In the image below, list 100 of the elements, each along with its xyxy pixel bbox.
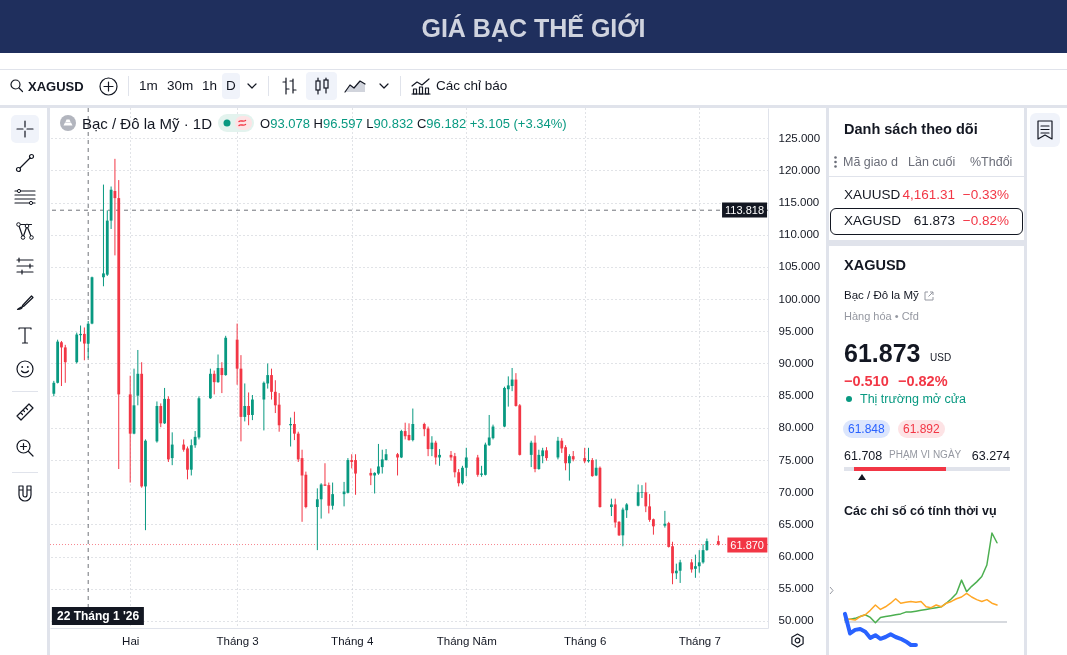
text: XAGUSD [28,78,84,94]
candlestick [319,482,323,520]
text: −0.82% [898,372,948,389]
text: 61.708 [844,448,883,463]
candlestick [327,482,331,514]
candlestick [396,452,399,476]
y-tick-label: 50.000 [778,614,814,627]
candlestick [212,370,216,395]
candlestick [377,443,380,476]
x-tick-label: Tháng Năm [436,634,497,647]
text: 61.848 [843,420,890,438]
y-tick-label: 120.000 [778,163,821,176]
y-tick-label: 100.000 [778,292,821,305]
text: Hàng hóa • Cfd [844,309,919,322]
candlestick [590,457,594,478]
candlestick [644,482,648,513]
text: XAUUSD [844,187,901,203]
y-tick-label: 95.000 [778,324,814,337]
candlestick [86,320,90,359]
ref-line-label: 61.870 [727,537,767,553]
y-tick-label: 80.000 [778,421,814,434]
candlestick [487,414,491,447]
text: Thị trường mở cửa [860,391,967,406]
candlestick [331,482,335,511]
y-tick-label: 90.000 [778,357,814,369]
x-tick-label: Hai [122,634,140,647]
y-tick-label: 105.000 [778,260,821,273]
candlestick [247,391,250,426]
candlestick [159,402,163,428]
text: GIÁ BẠC THẾ GIỚI [421,13,646,42]
text: −0.82% [962,213,1009,229]
candlestick [82,326,86,361]
candlestick [453,452,457,478]
candlestick [594,458,598,477]
candlestick [220,361,224,394]
text: Danh sách theo dõi [844,120,978,137]
candlestick [136,349,140,406]
candlestick [380,449,384,475]
text: PHẠM VI NGÀY [889,449,962,460]
candlestick [537,449,541,471]
text: 63.274 [971,448,1010,463]
candlestick [315,487,319,551]
candlestick [461,465,464,485]
text: USD [930,352,952,363]
candlestick [354,453,357,496]
chart-title: Bạc / Đô la Mỹ · 1D [82,114,213,132]
text: −0.33% [962,187,1009,203]
text: 61.873 [913,213,955,229]
y-tick-label: 60.000 [778,550,814,563]
y-tick-label: 115.000 [778,196,820,209]
candlestick [663,510,667,529]
text: −0.510 [844,372,889,389]
y-tick-label: 125.000 [778,131,821,144]
candlestick [464,447,468,477]
candlestick [63,344,67,384]
text: 4,161.31 [902,187,955,203]
candlestick [568,453,571,482]
x-tick-label: Tháng 3 [216,634,259,647]
candlestick [170,431,174,466]
ref-line-label: 22 Tháng 1 '26 [52,607,145,625]
candlestick [411,408,415,442]
candlestick [678,559,682,584]
text: O93.078 H96.597 L90.832 C96.182 +3.105 (+3.34%) [260,115,567,131]
candlestick [186,446,189,480]
text: 1h [202,78,218,94]
text: Bạc / Đô la Mỹ [844,289,919,302]
x-tick-label: Tháng 6 [564,634,607,647]
x-tick-label: Tháng 4 [331,634,374,647]
candlestick [476,454,480,478]
text: D [226,78,236,94]
text: XAGUSD [844,256,907,273]
text: 61.873 [844,338,921,367]
candlestick [648,493,652,523]
candlestick [277,392,281,433]
candlestick [694,554,697,579]
candlestick [564,444,567,471]
y-tick-label: 65.000 [778,517,814,530]
y-tick-label: 70.000 [778,485,814,498]
text: 1m [139,78,158,94]
candlestick [270,368,273,401]
candlestick [102,184,105,287]
text: Mã giao d [843,154,898,169]
text: %Thđổi [970,154,1013,169]
y-tick-label: 75.000 [778,453,814,466]
candlestick [60,340,63,387]
y-tick-label: 55.000 [778,582,814,595]
text: Lần cuối [908,154,956,169]
candlestick [434,440,438,466]
candlestick [510,367,514,392]
candlestick [529,440,533,468]
text: Các chỉ báo [436,78,508,94]
y-tick-label: 110.000 [778,228,820,241]
y-tick-label: 85.000 [778,389,814,402]
chart-title: Các chỉ số có tính thời vụ [844,503,997,518]
ref-line-label: 113.818 [722,202,767,218]
text: 61.892 [898,420,945,438]
text: XAGUSD [844,213,902,229]
candlestick [251,394,254,421]
candlestick [243,382,247,422]
text: 30m [167,78,194,94]
